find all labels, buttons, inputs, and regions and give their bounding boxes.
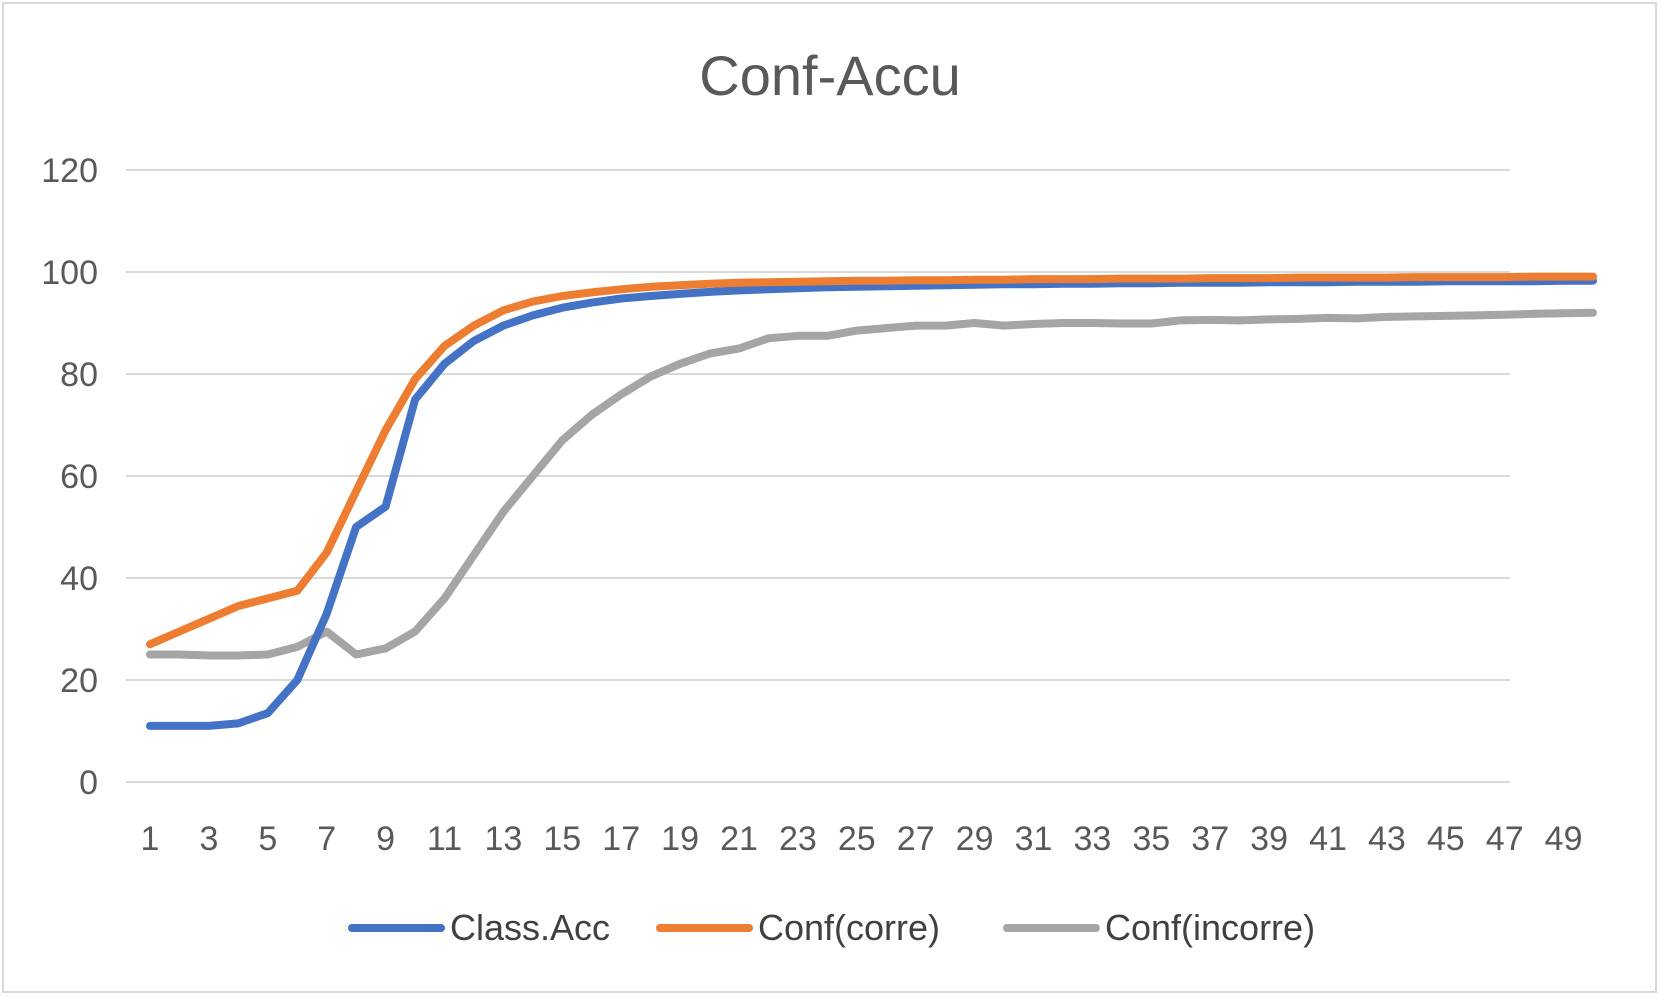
x-tick-label: 11: [427, 820, 462, 858]
x-tick-label: 1: [141, 820, 160, 858]
x-tick-label: 3: [199, 820, 218, 858]
x-tick-label: 19: [661, 820, 699, 858]
y-axis-ticks: 0 20 40 60 80 100 120: [41, 152, 98, 802]
x-tick-label: 47: [1486, 820, 1524, 858]
y-tick-label: 100: [41, 254, 98, 292]
x-tick-label: 27: [897, 820, 935, 858]
series-line-conf-incorre: [146, 308, 1597, 660]
legend-label: Class.Acc: [450, 907, 610, 948]
series-lines: [146, 272, 1597, 730]
y-tick-label: 20: [60, 662, 98, 700]
y-tick-label: 80: [60, 356, 98, 394]
x-tick-label: 49: [1545, 820, 1583, 858]
x-tick-label: 21: [720, 820, 758, 858]
x-tick-label: 15: [543, 820, 581, 858]
x-tick-label: 33: [1073, 820, 1111, 858]
y-tick-label: 120: [41, 152, 98, 190]
gridlines: [126, 169, 1510, 783]
series-line-class-acc: [146, 276, 1597, 730]
x-tick-label: 7: [317, 820, 336, 858]
x-tick-label: 5: [258, 820, 277, 858]
x-tick-label: 35: [1132, 820, 1170, 858]
x-tick-label: 39: [1250, 820, 1288, 858]
x-tick-label: 31: [1015, 820, 1053, 858]
chart-title: Conf-Accu: [699, 44, 960, 107]
x-tick-label: 25: [838, 820, 876, 858]
legend-label: Conf(corre): [758, 907, 940, 948]
x-tick-label: 23: [779, 820, 817, 858]
legend: Class.Acc Conf(corre) Conf(incorre): [348, 907, 1315, 948]
legend-label: Conf(incorre): [1105, 907, 1315, 948]
x-tick-label: 45: [1427, 820, 1465, 858]
y-tick-label: 0: [79, 764, 98, 802]
x-tick-label: 17: [602, 820, 640, 858]
x-tick-label: 37: [1191, 820, 1229, 858]
x-axis-ticks: 1 3 5 7 9 11 13 15 17 19 21 23 25 27 29 31 33 35 37 39 41 43 4…: [141, 820, 1583, 858]
y-tick-label: 60: [60, 458, 98, 496]
y-tick-label: 40: [60, 560, 98, 598]
x-tick-label: 29: [956, 820, 994, 858]
x-tick-label: 41: [1309, 820, 1347, 858]
series-line-conf-corre: [146, 272, 1597, 649]
x-tick-label: 9: [376, 820, 395, 858]
x-tick-label: 13: [484, 820, 522, 858]
x-tick-label: 43: [1368, 820, 1406, 858]
